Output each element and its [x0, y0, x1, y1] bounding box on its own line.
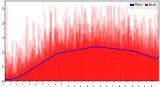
Legend: Median, Actual: Median, Actual: [130, 3, 157, 8]
